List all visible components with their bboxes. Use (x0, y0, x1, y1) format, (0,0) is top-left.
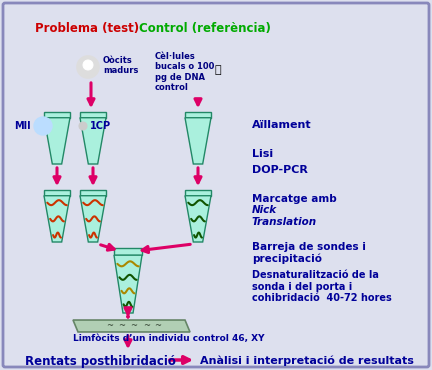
Polygon shape (73, 320, 190, 332)
Text: Barreja de sondes i
precipitació: Barreja de sondes i precipitació (252, 242, 366, 264)
Text: ~: ~ (130, 322, 137, 330)
Text: ~: ~ (118, 322, 126, 330)
Text: 👁: 👁 (215, 65, 221, 75)
Text: ~: ~ (143, 322, 150, 330)
Text: Lisi: Lisi (252, 149, 273, 159)
Circle shape (83, 60, 93, 70)
Text: Anàlisi i interpretació de resultats: Anàlisi i interpretació de resultats (200, 355, 414, 366)
Text: MII: MII (14, 121, 31, 131)
Bar (80, 112, 106, 118)
Bar (185, 190, 211, 196)
Circle shape (77, 56, 99, 78)
Text: ~: ~ (107, 322, 114, 330)
Text: Nick
Translation: Nick Translation (252, 205, 317, 226)
Bar (80, 190, 106, 196)
Text: DOP-PCR: DOP-PCR (252, 165, 308, 175)
Bar (44, 112, 70, 118)
Text: Desnaturalització de la
sonda i del porta i
cohibridació  40-72 hores: Desnaturalització de la sonda i del port… (252, 270, 392, 303)
Polygon shape (80, 118, 106, 164)
FancyBboxPatch shape (3, 3, 429, 367)
Text: Cèl·lules
bucals o 100
pg de DNA
control: Cèl·lules bucals o 100 pg de DNA control (155, 52, 214, 92)
Text: ~: ~ (155, 322, 162, 330)
Polygon shape (44, 118, 70, 164)
Text: Problema (test): Problema (test) (35, 22, 139, 35)
Bar (114, 248, 142, 255)
Text: Oòcits
madurs: Oòcits madurs (103, 56, 138, 75)
Circle shape (79, 122, 87, 130)
Text: Limfòcits d’un individu control 46, XY: Limfòcits d’un individu control 46, XY (73, 334, 264, 343)
Circle shape (34, 117, 52, 135)
Polygon shape (185, 118, 211, 164)
Polygon shape (185, 196, 211, 242)
Text: Control (referència): Control (referència) (139, 22, 271, 35)
Text: Rentats posthibridació: Rentats posthibridació (25, 355, 176, 368)
Polygon shape (114, 255, 142, 313)
Text: 1CP: 1CP (90, 121, 111, 131)
Polygon shape (80, 196, 106, 242)
Bar (44, 190, 70, 196)
Bar (185, 112, 211, 118)
Text: Marcatge amb: Marcatge amb (252, 194, 340, 204)
Text: Aïllament: Aïllament (252, 120, 311, 130)
Polygon shape (44, 196, 70, 242)
